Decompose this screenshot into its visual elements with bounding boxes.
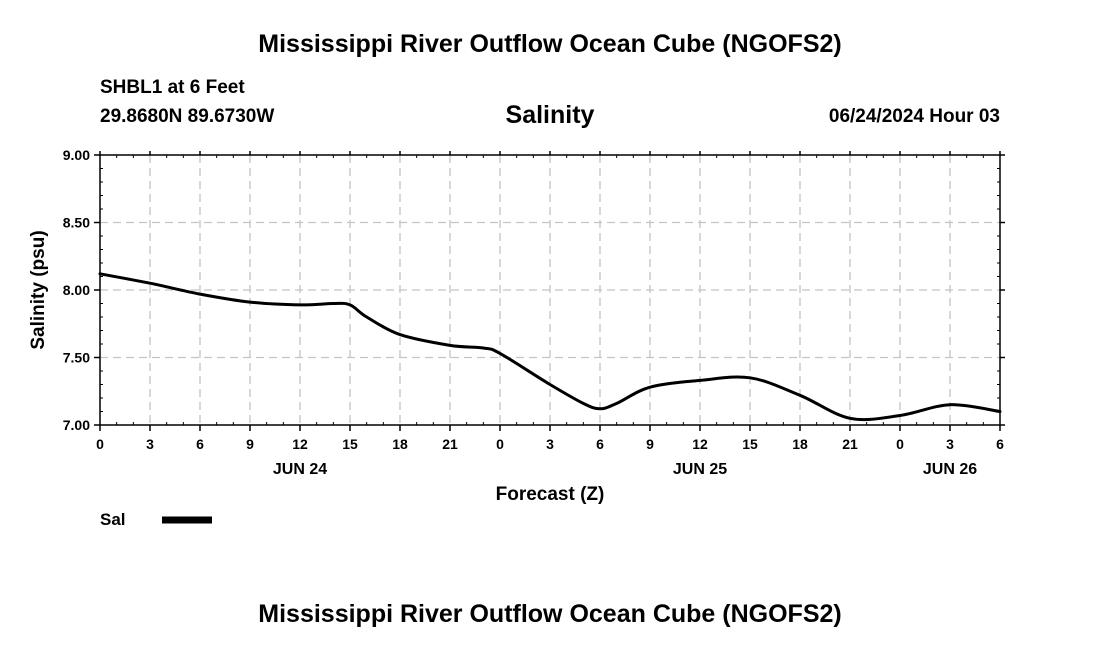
axis-ticks (94, 151, 1005, 431)
x-tick-label: 18 (392, 436, 408, 452)
y-tick-label: 8.00 (63, 282, 90, 298)
x-tick-label: 15 (742, 436, 758, 452)
day-label: JUN 24 (273, 461, 327, 478)
x-tick-label: 21 (842, 436, 858, 452)
x-tick-label: 18 (792, 436, 808, 452)
series-line-sal (98, 272, 1002, 422)
x-tick-label: 6 (196, 436, 204, 452)
x-tick-label: 15 (342, 436, 358, 452)
y-axis-tick-labels: 7.00 7.50 8.00 8.50 9.00 (63, 147, 90, 433)
x-tick-label: 0 (96, 436, 104, 452)
x-axis-tick-labels: 0 3 6 9 12 15 18 21 0 3 6 9 12 15 18 21 0 3 6 (96, 436, 1004, 452)
x-tick-label: 21 (442, 436, 458, 452)
legend-label: Sal (100, 510, 126, 529)
x-tick-label: 9 (246, 436, 254, 452)
x-tick-label: 3 (546, 436, 554, 452)
x-tick-label: 12 (692, 436, 708, 452)
y-axis-label: Salinity (psu) (28, 230, 49, 349)
chart-title: Mississippi River Outflow Ocean Cube (NG… (258, 30, 842, 58)
y-tick-label: 8.50 (63, 215, 90, 231)
grid-lines (100, 155, 1000, 425)
day-labels: JUN 24 JUN 25 JUN 26 (273, 461, 977, 478)
y-tick-label: 7.50 (63, 350, 90, 366)
station-coordinates: 29.8680N 89.6730W (100, 106, 275, 127)
forecast-datetime: 06/24/2024 Hour 03 (828, 106, 1000, 127)
x-axis-label: Forecast (Z) (496, 484, 605, 505)
x-tick-label: 12 (292, 436, 308, 452)
chart-subtitle: Salinity (505, 101, 595, 129)
x-tick-label: 0 (896, 436, 904, 452)
x-tick-label: 9 (646, 436, 654, 452)
x-tick-label: 3 (946, 436, 954, 452)
x-tick-label: 0 (496, 436, 504, 452)
x-tick-label: 6 (996, 436, 1004, 452)
y-tick-label: 9.00 (63, 147, 90, 163)
footer-title: Mississippi River Outflow Ocean Cube (NG… (258, 600, 842, 628)
x-tick-label: 6 (596, 436, 604, 452)
day-label: JUN 25 (673, 461, 727, 478)
day-label: JUN 26 (923, 461, 977, 478)
x-tick-label: 3 (146, 436, 154, 452)
y-tick-label: 7.00 (63, 417, 90, 433)
station-label: SHBL1 at 6 Feet (100, 77, 245, 98)
